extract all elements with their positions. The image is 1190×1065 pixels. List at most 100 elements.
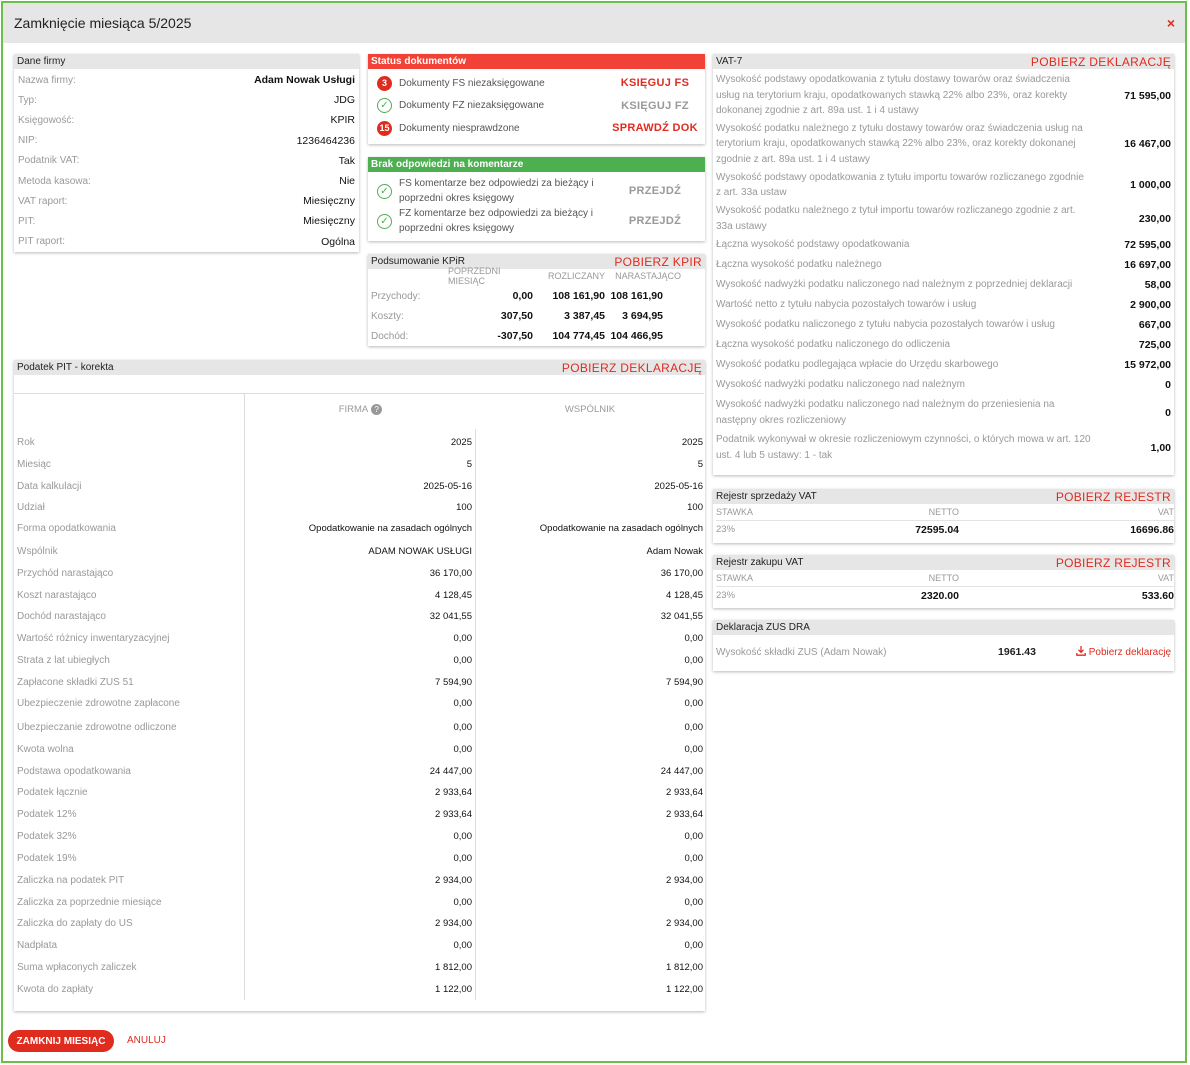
vat7-row-label: Wysokość nadwyżki podatku naliczonego na… [716, 399, 1055, 426]
pit-firma-value: 2025-05-16 [423, 481, 472, 492]
company-row: PIT: Miesięczny [14, 211, 359, 231]
column-header: NETTO [928, 506, 959, 517]
dialog-title: Zamknięcie miesiąca 5/2025 [14, 15, 192, 31]
vat7-row-value: 72 595,00 [1124, 239, 1171, 251]
kpir-summary-title: Podsumowanie KPiR [371, 256, 465, 267]
cell-value: 3 387,45 [564, 310, 605, 322]
vat7-row: Wysokość podatku naliczonego z tytułu na… [713, 315, 1174, 335]
pit-row: Nadpłata 0,00 0,00 [14, 935, 704, 957]
pit-firma-value: 0,00 [453, 831, 473, 842]
help-icon[interactable]: ? [371, 403, 383, 415]
pit-row-label: Kwota do zapłaty [17, 984, 94, 995]
rate-cell: 23% [716, 590, 736, 601]
pit-firma-value: 0,00 [453, 722, 473, 733]
go-fz-comments-button[interactable]: PRZEJDŹ [628, 215, 682, 227]
company-card-title: Dane firmy [17, 56, 66, 67]
cell-value: 0,00 [512, 290, 533, 302]
pit-wspolnik-value: 2025 [681, 437, 703, 448]
pit-row: Podatek 32% 0,00 0,00 [14, 826, 704, 848]
post-fz-button[interactable]: KSIĘGUJ FZ [621, 99, 689, 112]
pit-row-label: Podatek 19% [17, 853, 77, 864]
vat7-row-value: 16 467,00 [1124, 138, 1171, 150]
company-card: Dane firmy Nazwa firmy: Adam Nowak Usługi… [14, 54, 359, 252]
download-sales-register-link[interactable]: POBIERZ REJESTR [1055, 489, 1171, 504]
vat7-row-value: 71 595,00 [1124, 89, 1171, 102]
pit-wspolnik-value: 0,00 [684, 655, 704, 666]
company-row-label: PIT: [18, 215, 36, 227]
company-row-label: NIP: [18, 135, 38, 147]
pit-row: Rok 2025 2025 [14, 432, 704, 454]
vat7-row-label: Łączna wysokość podatku naliczonego do o… [716, 339, 951, 351]
vat-cell: 533.60 [1141, 589, 1174, 602]
pit-row-label: Podatek 32% [17, 831, 77, 842]
comments-title: Brak odpowiedzi na komentarze [371, 159, 524, 170]
vat7-row-value: 0 [1165, 379, 1171, 391]
download-pit-declaration-link[interactable]: POBIERZ DEKLARACJĘ [561, 360, 702, 375]
pit-row-label: Kwota wolna [17, 744, 74, 755]
pit-row: Kwota wolna 0,00 0,00 [14, 739, 704, 761]
vat7-row-label: Wysokość podatku naliczonego z tytułu na… [716, 319, 1055, 331]
sales-register-card: Rejestr sprzedaży VAT POBIERZ REJESTR ST… [713, 489, 1174, 543]
vat7-row: Łączna wysokość podstawy opodatkowania 72… [713, 235, 1174, 255]
pit-firma-value: 2 933,64 [435, 787, 472, 798]
download-purchase-register-link[interactable]: POBIERZ REJESTR [1055, 555, 1171, 570]
pit-wspolnik-value: 2 934,00 [666, 918, 703, 929]
divider [14, 393, 704, 394]
download-zus-declaration-link[interactable]: Pobierz deklarację [1036, 646, 1171, 658]
vat7-row: Wartość netto z tytułu nabycia pozostały… [713, 295, 1174, 315]
download-kpir-link[interactable]: POBIERZ KPIR [614, 254, 702, 269]
pit-wspolnik-value: 0,00 [684, 853, 704, 864]
pit-wspolnik-value: 1 122,00 [666, 984, 703, 995]
check-documents-button[interactable]: SPRAWDŹ DOK [612, 122, 698, 135]
pit-row: Kwota do zapłaty 1 122,00 1 122,00 [14, 979, 704, 1001]
vat-cell: 16696.86 [1130, 523, 1174, 536]
close-month-button[interactable]: ZAMKNIJ MIESIĄC [8, 1030, 114, 1052]
vat7-row-value: 16 697,00 [1124, 259, 1171, 271]
company-row: Księgowość: KPIR [14, 110, 359, 130]
pit-firma-value: 0,00 [453, 853, 473, 864]
pit-firma-value: 0,00 [453, 940, 473, 951]
pit-row-label: Strata z lat ubiegłych [17, 655, 110, 666]
go-fs-comments-button[interactable]: PRZEJDŹ [628, 185, 682, 197]
post-fs-button[interactable]: KSIĘGUJ FS [620, 77, 690, 90]
comments-header: Brak odpowiedzi na komentarze [368, 157, 705, 172]
pit-row-label: Ubezpieczenie zdrowotne zapłacone [17, 698, 180, 709]
zus-dra-header: Deklaracja ZUS DRA [713, 620, 1174, 635]
pit-wspolnik-value: 32 041,55 [660, 611, 703, 622]
column-header-wspolnik: WSPÓLNIK [477, 389, 703, 429]
check-circle-icon: ✓ [377, 213, 392, 229]
pit-firma-value: 7 594,90 [435, 677, 472, 688]
company-row-value: Tak [338, 154, 355, 167]
cancel-button[interactable]: ANULUJ [127, 1035, 166, 1046]
status-text: Dokumenty FS niezaksięgowane [399, 77, 545, 89]
pit-row: Podatek 19% 0,00 0,00 [14, 848, 704, 870]
pit-wspolnik-value: 0,00 [684, 722, 704, 733]
pit-row-label: Zaliczka do zapłaty do US [17, 918, 133, 929]
company-row-value: JDG [334, 94, 355, 107]
vat7-row: Wysokość podstawy opodatkowania z tytułu… [713, 71, 1174, 120]
download-vat7-declaration-link[interactable]: POBIERZ DEKLARACJĘ [1030, 54, 1171, 69]
company-row-label: Podatnik VAT: [18, 155, 80, 167]
company-row-label: PIT raport: [18, 236, 66, 248]
pit-row: Koszt narastająco 4 128,45 4 128,45 [14, 585, 704, 607]
count-badge-icon: 15 [377, 120, 392, 136]
vat7-row: Podatnik wykonywał w okresie rozliczenio… [713, 430, 1174, 465]
pit-firma-value: 0,00 [453, 655, 473, 666]
company-row: PIT raport: Ogólna [14, 232, 359, 252]
pit-wspolnik-value: Adam Nowak [646, 546, 704, 557]
pit-wspolnik-value: Opodatkowanie na zasadach ogólnych [539, 523, 703, 534]
zus-value: 1961.43 [998, 646, 1036, 658]
company-row-value: KPIR [330, 114, 355, 127]
column-header: VAT [1157, 572, 1174, 583]
status-text: Dokumenty FZ niezaksięgowane [399, 100, 545, 112]
pit-wspolnik-value: 2025-05-16 [654, 481, 703, 492]
pit-row: Wartość różnicy inwentaryzacyjnej 0,00 0,0… [14, 628, 704, 650]
pit-firma-value: 0,00 [453, 897, 473, 908]
close-icon[interactable]: × [1166, 15, 1175, 31]
document-status-header: Status dokumentów [368, 54, 705, 69]
pit-wspolnik-value: 24 447,00 [660, 766, 703, 777]
vat7-row-label: Podatnik wykonywał w okresie rozliczenio… [716, 434, 1091, 461]
column-header: ROZLICZANY [547, 271, 605, 281]
zus-dra-row: Wysokość składki ZUS (Adam Nowak) 1961.4… [713, 635, 1174, 669]
pit-row-label: Suma wpłaconych zaliczek [17, 962, 137, 973]
